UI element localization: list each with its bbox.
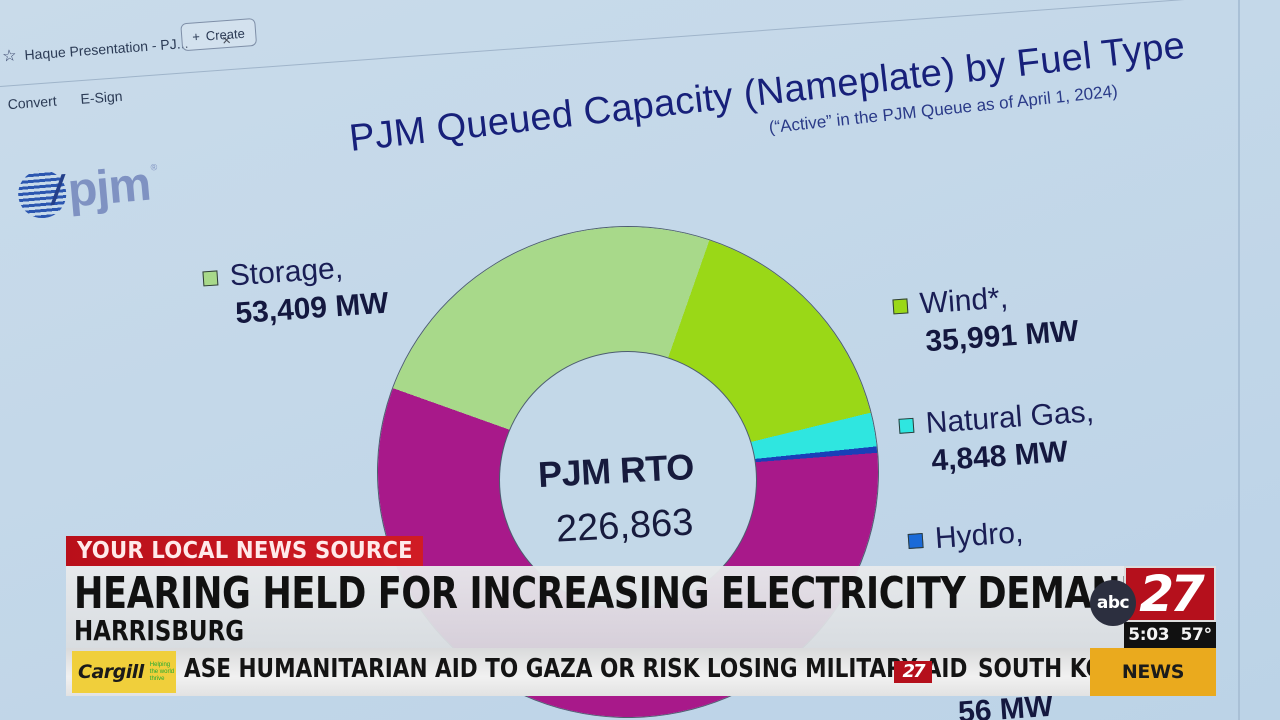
sponsor-logo: Cargill Helping the world thrive: [72, 651, 176, 693]
time-temp-bar: 5:03 57°: [1124, 622, 1216, 648]
star-icon[interactable]: ☆: [1, 47, 18, 66]
sponsor-name: Cargill: [78, 661, 144, 683]
channel-27-logo: 27: [1124, 566, 1216, 622]
legend-value: 35,991 MW: [924, 314, 1080, 359]
legend-label: Wind*,: [918, 281, 1010, 321]
donut-chart: [369, 218, 887, 720]
pjm-logo: pjm ®: [16, 156, 161, 223]
lower-third: HEARING HELD FOR INCREASING ELECTRICITY …: [66, 566, 1150, 648]
headline: HEARING HELD FOR INCREASING ELECTRICITY …: [74, 568, 1150, 619]
create-button[interactable]: + Create: [180, 17, 257, 52]
clock: 5:03: [1128, 625, 1170, 645]
tab-title: Haque Presentation - PJ...: [23, 34, 189, 63]
create-label: Create: [205, 25, 246, 44]
legend-value: 53,409 MW: [234, 286, 390, 331]
registered-mark: ®: [150, 161, 158, 173]
kicker-banner: YOUR LOCAL NEWS SOURCE: [66, 536, 423, 566]
gas-swatch: [898, 417, 915, 434]
temperature: 57°: [1180, 625, 1213, 645]
toolbar-menu: Convert E-Sign: [7, 88, 123, 112]
menu-convert[interactable]: Convert: [7, 92, 58, 113]
location-label: HARRISBURG: [74, 614, 245, 647]
menu-esign[interactable]: E-Sign: [79, 87, 124, 107]
pjm-wordmark: pjm: [65, 157, 153, 218]
legend-wind: Wind*, 35,991 MW: [892, 277, 1080, 362]
plus-icon: +: [191, 28, 201, 45]
ticker-next-headline: SOUTH KOR: [978, 654, 1090, 684]
donut-hole: [500, 352, 756, 608]
donut-center-value: 226,863: [554, 501, 695, 551]
ticker-separator-logo: 27: [894, 661, 932, 683]
storage-swatch: [202, 269, 219, 286]
legend-storage: Storage, 53,409 MW: [202, 249, 390, 334]
news-ticker: Cargill Helping the world thrive ASE HUM…: [66, 648, 1090, 696]
legend-value: 4,848 MW: [930, 435, 1069, 478]
sponsor-tagline: Helping the world thrive: [149, 661, 175, 682]
wind-swatch: [892, 297, 909, 314]
ticker-section-label: NEWS: [1090, 648, 1216, 696]
abc-logo: abc: [1090, 580, 1136, 626]
screen-edge: [1238, 0, 1240, 720]
legend-label: Storage,: [228, 251, 345, 293]
station-bug: 27 5:03 57°: [1124, 566, 1216, 648]
legend-label: Hydro,: [933, 516, 1025, 556]
ticker-headline: ASE HUMANITARIAN AID TO GAZA OR RISK LOS…: [184, 654, 968, 684]
pjm-globe-icon: [16, 167, 69, 220]
legend-hydro: Hydro,: [907, 516, 1024, 558]
legend-natural-gas: Natural Gas, 4,848 MW: [898, 395, 1098, 480]
hydro-swatch: [907, 532, 924, 549]
donut-center-label: PJM RTO: [537, 445, 695, 496]
